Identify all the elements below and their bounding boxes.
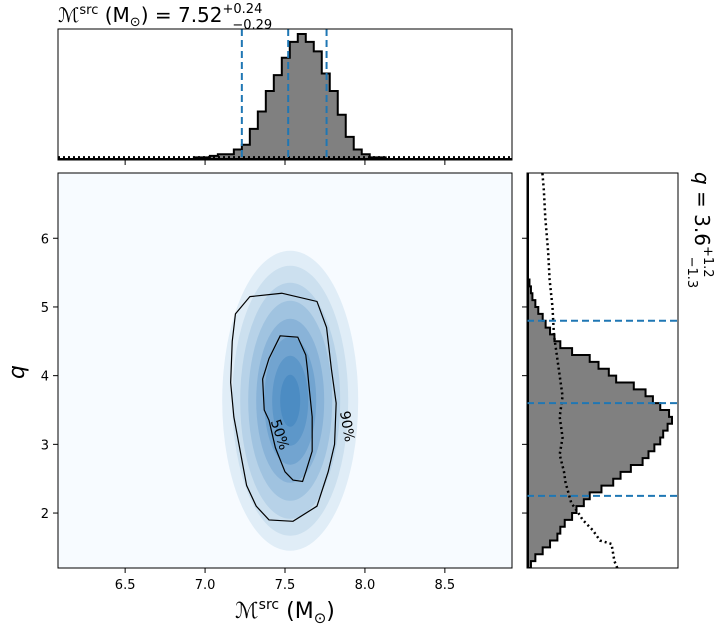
y-axis-label: q [5, 365, 30, 379]
contour-50-percent [262, 335, 313, 483]
density-level-2 [240, 282, 341, 519]
contour-90-percent [230, 292, 337, 522]
x-axis-label: ℳsrc (M⊙) [235, 597, 335, 627]
x-tick-label-4: 8.5 [435, 578, 456, 593]
density-level-3 [248, 300, 333, 501]
y-tick-label-3: 5 [41, 301, 49, 316]
y-tick-label-0: 2 [41, 507, 49, 522]
x-tick-label-3: 8.0 [355, 578, 376, 593]
right-histogram [527, 173, 673, 568]
x-tick-label-2: 7.5 [275, 578, 296, 593]
joint-axes-background [58, 173, 512, 568]
x-tick-label-1: 7.0 [195, 578, 216, 593]
right-prior-curve [541, 173, 619, 568]
y-tick-label-2: 4 [41, 370, 49, 385]
y-tick-label-4: 6 [41, 232, 49, 247]
joint-content: 50% 90% [222, 250, 359, 551]
top-marginal-content [58, 29, 512, 160]
right-marginal-content [527, 173, 678, 568]
density-level-1 [232, 265, 349, 536]
density-level-5 [264, 336, 317, 465]
density-level-7 [280, 374, 301, 427]
right-panel-title: q = 3.6+1.2−1.3 [684, 172, 715, 288]
right-marginal-frame [526, 172, 679, 569]
top-histogram [58, 33, 512, 160]
contour-label-90: 90% [336, 410, 357, 443]
density-level-4 [256, 318, 325, 483]
x-tick-label-0: 6.5 [115, 578, 136, 593]
top-panel-title: ℳsrc (M⊙) = 7.52+0.24 −0.29 [58, 2, 272, 33]
y-tick-label-1: 3 [41, 438, 49, 453]
density-level-6 [272, 355, 309, 446]
axis-ticks: 6.5 7.0 7.5 8.0 8.5 2 3 4 5 6 [41, 160, 527, 593]
density-level-0 [222, 250, 359, 551]
